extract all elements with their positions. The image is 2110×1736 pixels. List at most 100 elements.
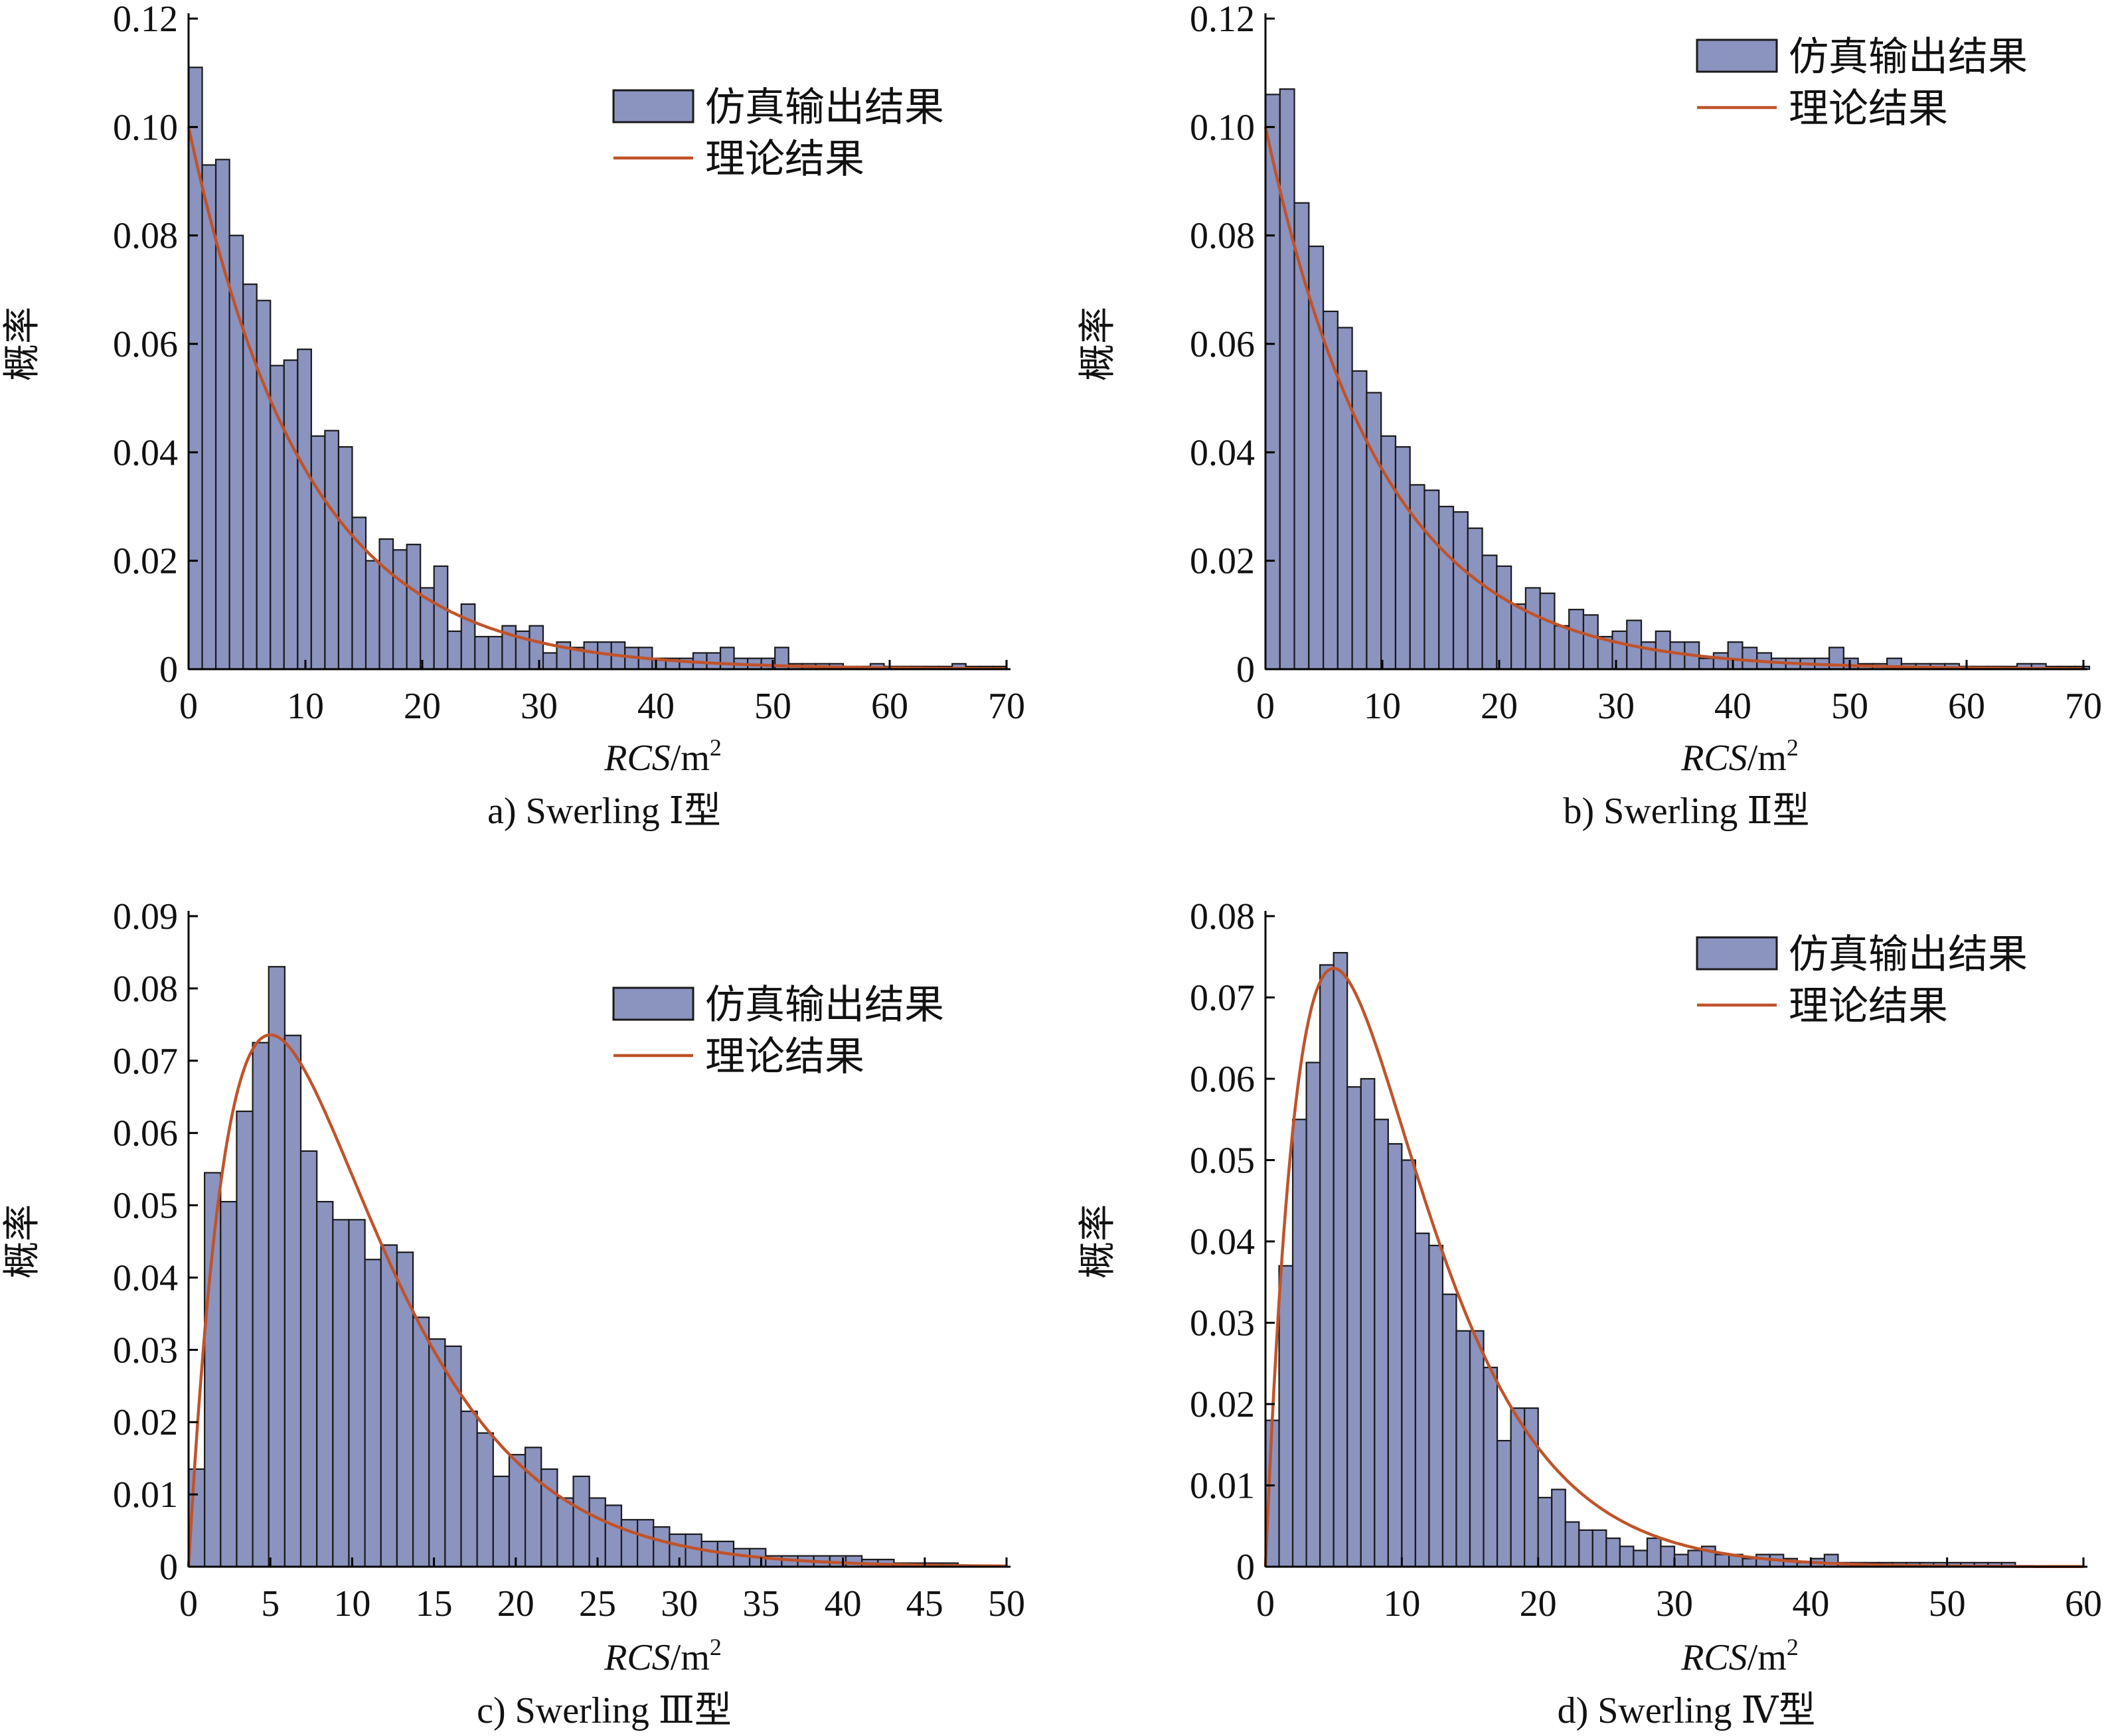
y-tick-label: 0 (1236, 649, 1255, 690)
histogram-bar (542, 652, 558, 671)
histogram-bar (1605, 1538, 1621, 1568)
histogram-bar (528, 625, 544, 671)
legend-bar-swatch (1696, 39, 1778, 73)
histogram-bar (1568, 609, 1585, 671)
histogram-bar (1611, 630, 1628, 671)
y-tick-label: 0 (159, 1547, 178, 1588)
x-tick-label: 35 (742, 1583, 779, 1624)
histogram-bar (1414, 1232, 1430, 1568)
x-tick-label: 10 (1383, 1583, 1420, 1624)
histogram-bar (620, 1519, 639, 1568)
histogram-bar (1279, 88, 1295, 671)
histogram-bar (236, 1110, 254, 1568)
chart-panel-2: 0 0.02 0.04 0.06 0.08 0.10 0.12 0 10 20 30 40 50 60 70… (1078, 0, 2102, 832)
histogram-bar (1673, 1553, 1689, 1568)
histogram-bar (283, 359, 299, 671)
x-tick-label: 0 (179, 686, 198, 727)
histogram-bar (1441, 1293, 1457, 1568)
histogram-bar (447, 630, 462, 671)
panel-caption: d) Swerling Ⅳ型 (1558, 1690, 1816, 1731)
y-tick-label: 0.02 (113, 541, 178, 582)
x-tick-label: 40 (1792, 1583, 1829, 1624)
y-tick-label: 0.06 (113, 324, 178, 365)
theory-curve (187, 126, 1007, 671)
histogram-bar (324, 430, 340, 671)
histogram-bar (1366, 392, 1382, 671)
histogram-bar (1727, 641, 1744, 671)
y-tick-label: 0.10 (1190, 107, 1255, 148)
histogram-bar (524, 1447, 542, 1568)
x-axis-label: RCS/m2 (1680, 1634, 1799, 1678)
histogram-bar (1452, 511, 1469, 671)
x-tick-label: 50 (988, 1583, 1025, 1624)
x-tick-label: 70 (988, 686, 1025, 727)
x-tick-label: 0 (1256, 1583, 1275, 1624)
x-tick-label: 20 (1481, 686, 1518, 727)
legend-line-label: 理论结果 (705, 1035, 864, 1079)
histogram-bar (214, 159, 230, 671)
histogram-bar (1481, 554, 1498, 671)
histogram-bar (299, 1150, 318, 1568)
x-tick-label: 70 (2065, 686, 2102, 727)
histogram-bar (1394, 446, 1411, 671)
y-axis-label: 概率 (2, 307, 43, 381)
x-tick-label: 20 (404, 686, 441, 727)
histogram-bar (474, 635, 489, 671)
histogram-bar (348, 1219, 366, 1568)
legend-line-label: 理论结果 (705, 137, 864, 181)
y-tick-label: 0.09 (113, 896, 178, 937)
histogram-bar (572, 1475, 590, 1568)
y-tick-label: 0.03 (113, 1330, 178, 1371)
x-tick-label: 5 (261, 1583, 280, 1624)
histogram-bar (508, 1454, 527, 1568)
histogram-bar (637, 1519, 655, 1568)
histogram-bar (1305, 1062, 1321, 1568)
histogram-bar (256, 299, 272, 671)
histogram-bar (588, 1497, 606, 1568)
histogram-bar (1322, 310, 1339, 671)
y-tick-label: 0.04 (1190, 1222, 1255, 1263)
x-tick-label: 45 (906, 1583, 943, 1624)
histogram-bar (487, 635, 503, 671)
histogram-bar (252, 1042, 270, 1568)
y-tick-label: 0.02 (1190, 1384, 1255, 1425)
histogram-bar (1510, 603, 1526, 671)
histogram-bar (1660, 1545, 1676, 1568)
histogram-bar (719, 647, 735, 671)
chart-panel-4: 0 0.01 0.02 0.03 0.04 0.05 0.06 0.07 0.08 0 10 20 30… (1078, 896, 2102, 1731)
histogram-bar (220, 1201, 238, 1568)
histogram-bar (201, 164, 217, 671)
histogram-bar (1524, 587, 1541, 671)
y-tick-label: 0.06 (1190, 324, 1255, 365)
y-tick-label: 0.05 (1190, 1141, 1255, 1182)
x-tick-label: 30 (521, 686, 558, 727)
y-tick-label: 0.08 (113, 216, 178, 257)
histogram-bar (1742, 1557, 1757, 1568)
histogram-bar (1496, 565, 1512, 671)
histogram-bar (1510, 1407, 1526, 1568)
y-tick-label: 0.02 (1190, 541, 1255, 582)
histogram-bar (1387, 1143, 1403, 1568)
x-tick-label: 40 (637, 686, 675, 727)
y-tick-label: 0.08 (113, 969, 178, 1010)
y-tick-label: 0.05 (113, 1186, 178, 1227)
histogram-bar (583, 641, 599, 671)
histogram-bar (1842, 657, 1859, 671)
histogram-bar (1669, 641, 1686, 671)
legend-bars-label: 仿真输出结果 (1789, 933, 2028, 977)
x-tick-label: 60 (871, 686, 908, 727)
x-tick-label: 20 (497, 1583, 534, 1624)
y-tick-label: 0.07 (113, 1041, 178, 1082)
histogram-bar (268, 966, 285, 1568)
histogram-bar (284, 1034, 302, 1568)
histogram-bar (1291, 1119, 1307, 1568)
histogram-bar (1333, 952, 1348, 1568)
histogram-bar (412, 1316, 430, 1568)
histogram-bar (337, 446, 353, 671)
x-tick-label: 50 (1929, 1583, 1966, 1624)
histogram-bar (242, 283, 258, 671)
y-tick-label: 0.08 (1190, 216, 1255, 257)
x-tick-label: 30 (1656, 1583, 1693, 1624)
histogram-bar (297, 349, 312, 671)
